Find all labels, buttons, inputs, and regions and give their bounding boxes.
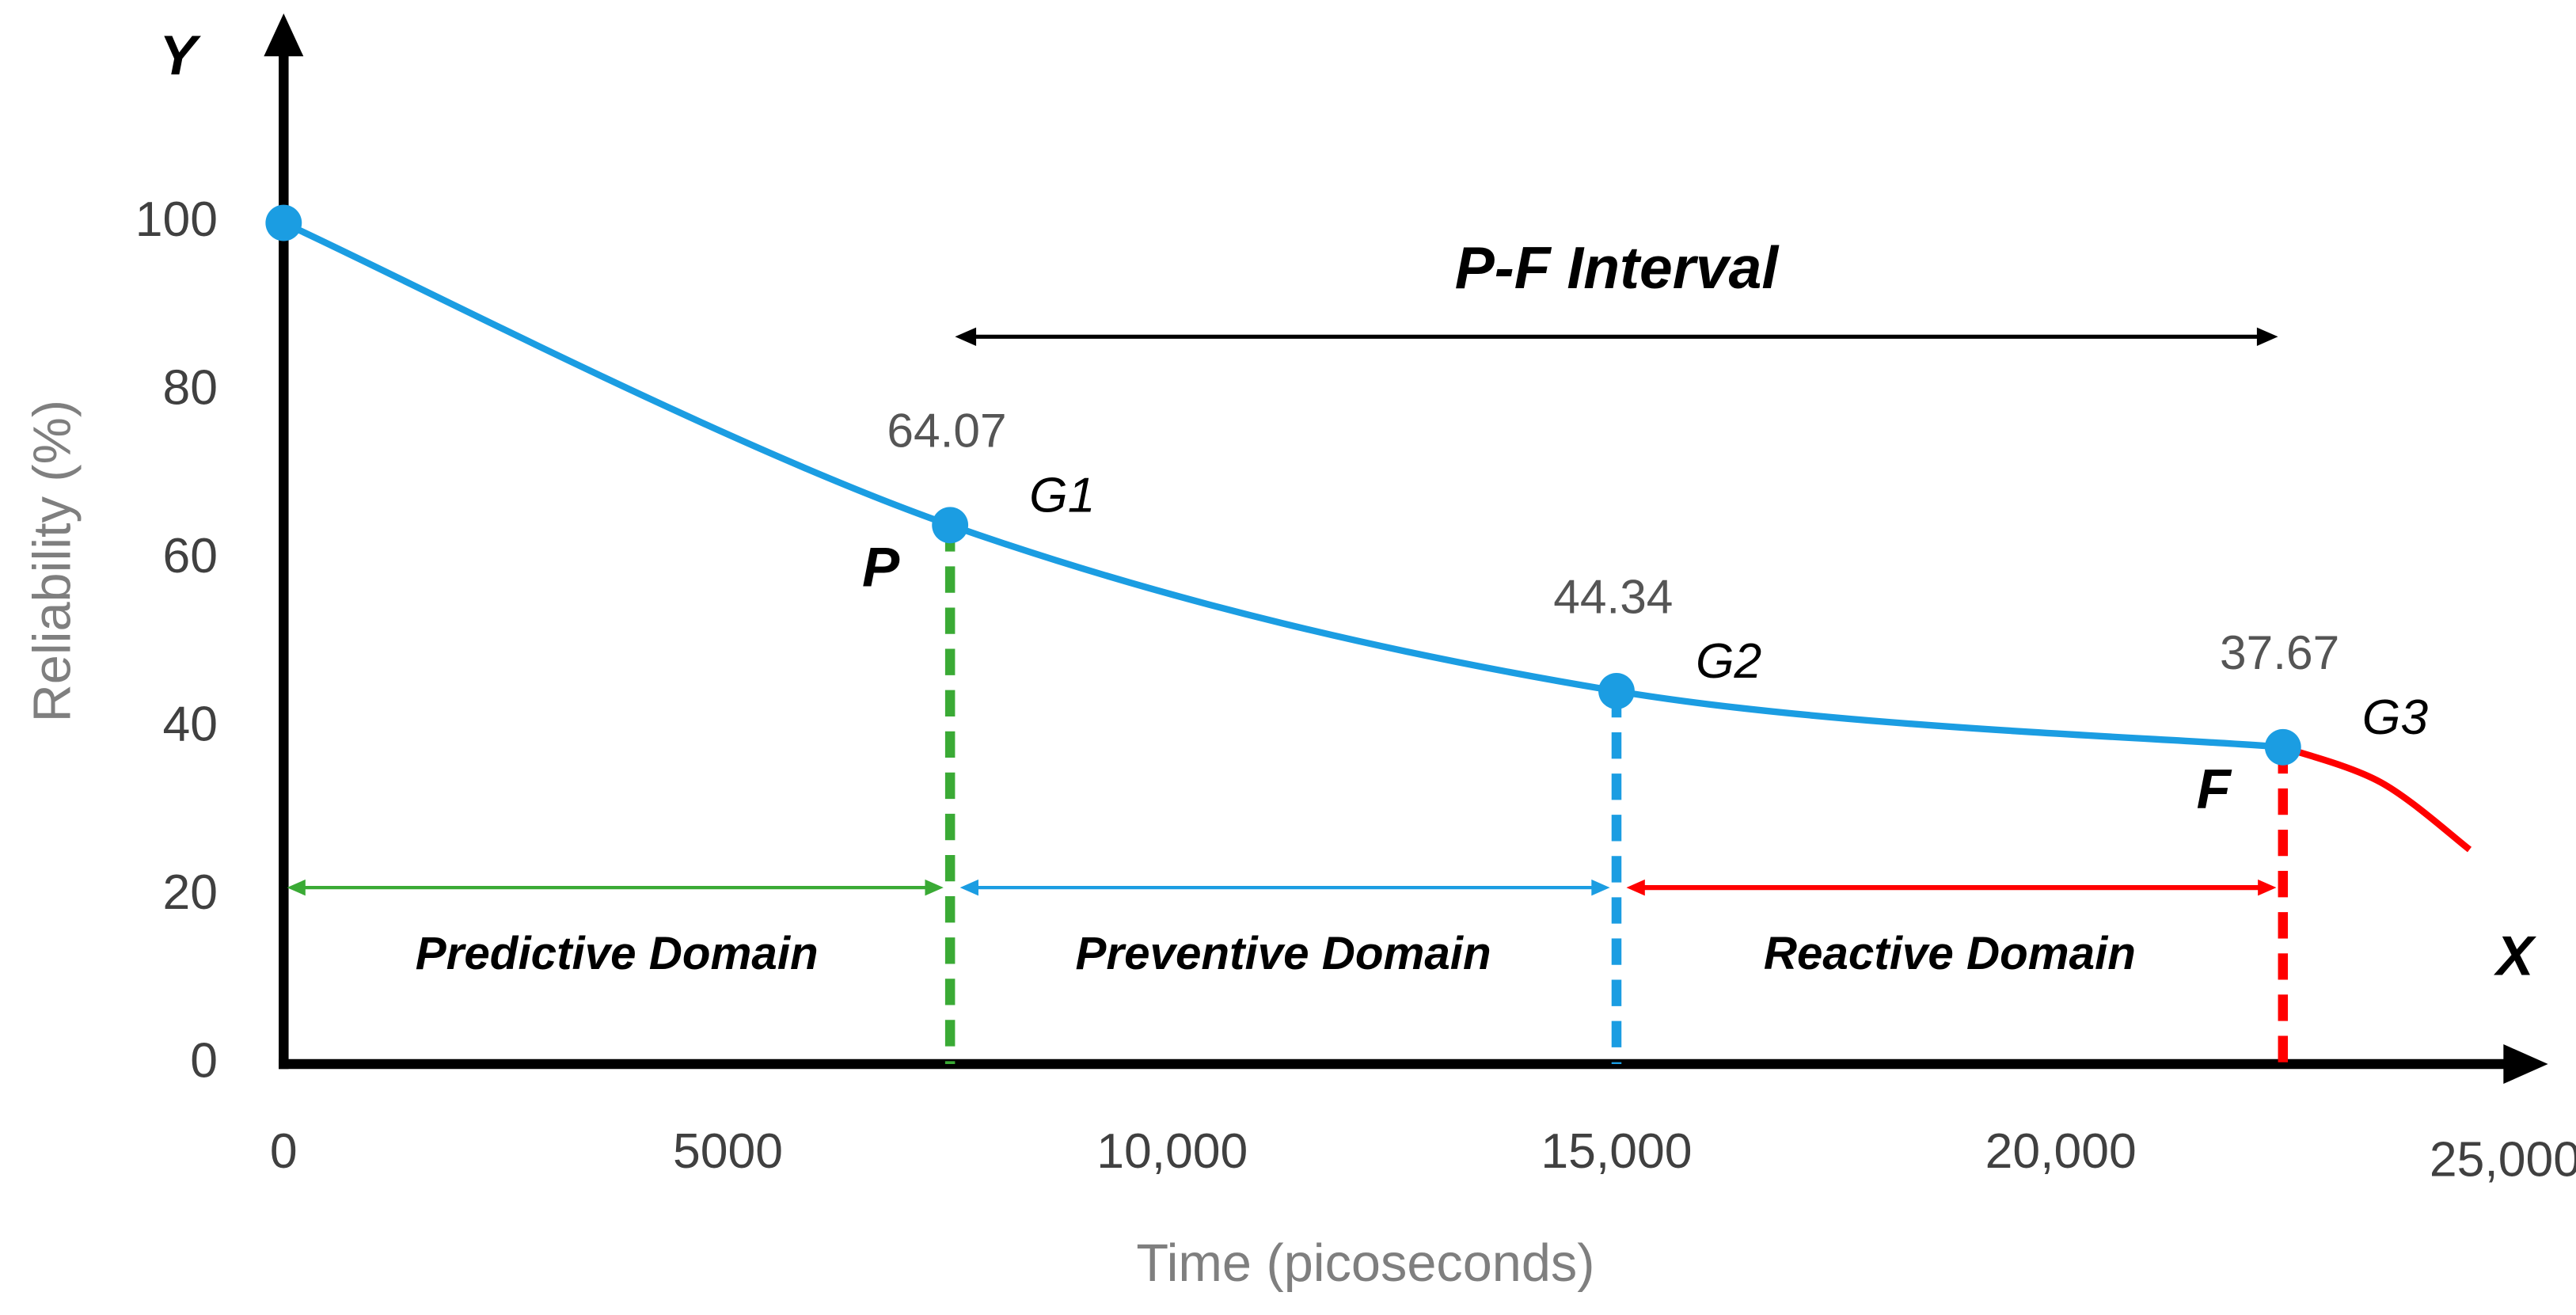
data-point [2264,728,2301,766]
domain-arrow-head [287,879,306,896]
guide-label: P [862,536,900,599]
interval-arrow-head [2256,327,2278,346]
series-line [2282,743,2472,853]
y-tick-label: 40 [162,697,218,752]
interval-arrow-head [955,327,977,346]
point-label: G1 [1029,467,1095,523]
domain-label: Preventive Domain [1075,928,1491,979]
x-tick-label: 10,000 [1096,1123,1248,1179]
y-tick-label: 0 [190,1033,218,1089]
x-axis-name: X [2493,925,2536,987]
domain-arrow-head [2258,879,2277,896]
data-point [265,204,302,241]
x-tick-label: 15,000 [1541,1123,1692,1179]
guide-label: F [2197,758,2232,821]
x-tick-label: 20,000 [1985,1123,2137,1179]
domain-arrow-head [1626,879,1645,896]
point-label: G2 [1696,633,1761,689]
x-axis-title: Time (picoseconds) [1136,1234,1594,1293]
x-axis-arrow [2503,1044,2548,1085]
data-point [1598,673,1635,709]
series-line [282,219,2284,751]
data-point [932,507,969,544]
domain-arrow-head [925,879,944,896]
value-label: 44.34 [1553,569,1673,623]
point-label: G3 [2362,690,2429,745]
x-tick-label: 25,000 [2430,1132,2576,1188]
interval-label: P-F Interval [1455,234,1780,301]
y-axis-title: Reliability (%) [23,400,82,722]
x-tick-label: 0 [270,1123,298,1179]
y-axis-arrow [264,13,304,57]
y-tick-label: 20 [162,865,218,920]
y-tick-label: 80 [162,360,218,416]
domain-label: Reactive Domain [1764,928,2136,979]
value-label: 37.67 [2220,625,2339,679]
domain-label: Predictive Domain [416,928,819,979]
y-tick-label: 60 [162,528,218,583]
y-tick-label: 100 [135,192,218,247]
y-axis-name: Y [159,25,201,87]
value-label: 64.07 [887,404,1006,458]
domain-arrow-head [1591,879,1610,896]
x-tick-label: 5000 [673,1123,783,1179]
domain-arrow-head [959,879,978,896]
